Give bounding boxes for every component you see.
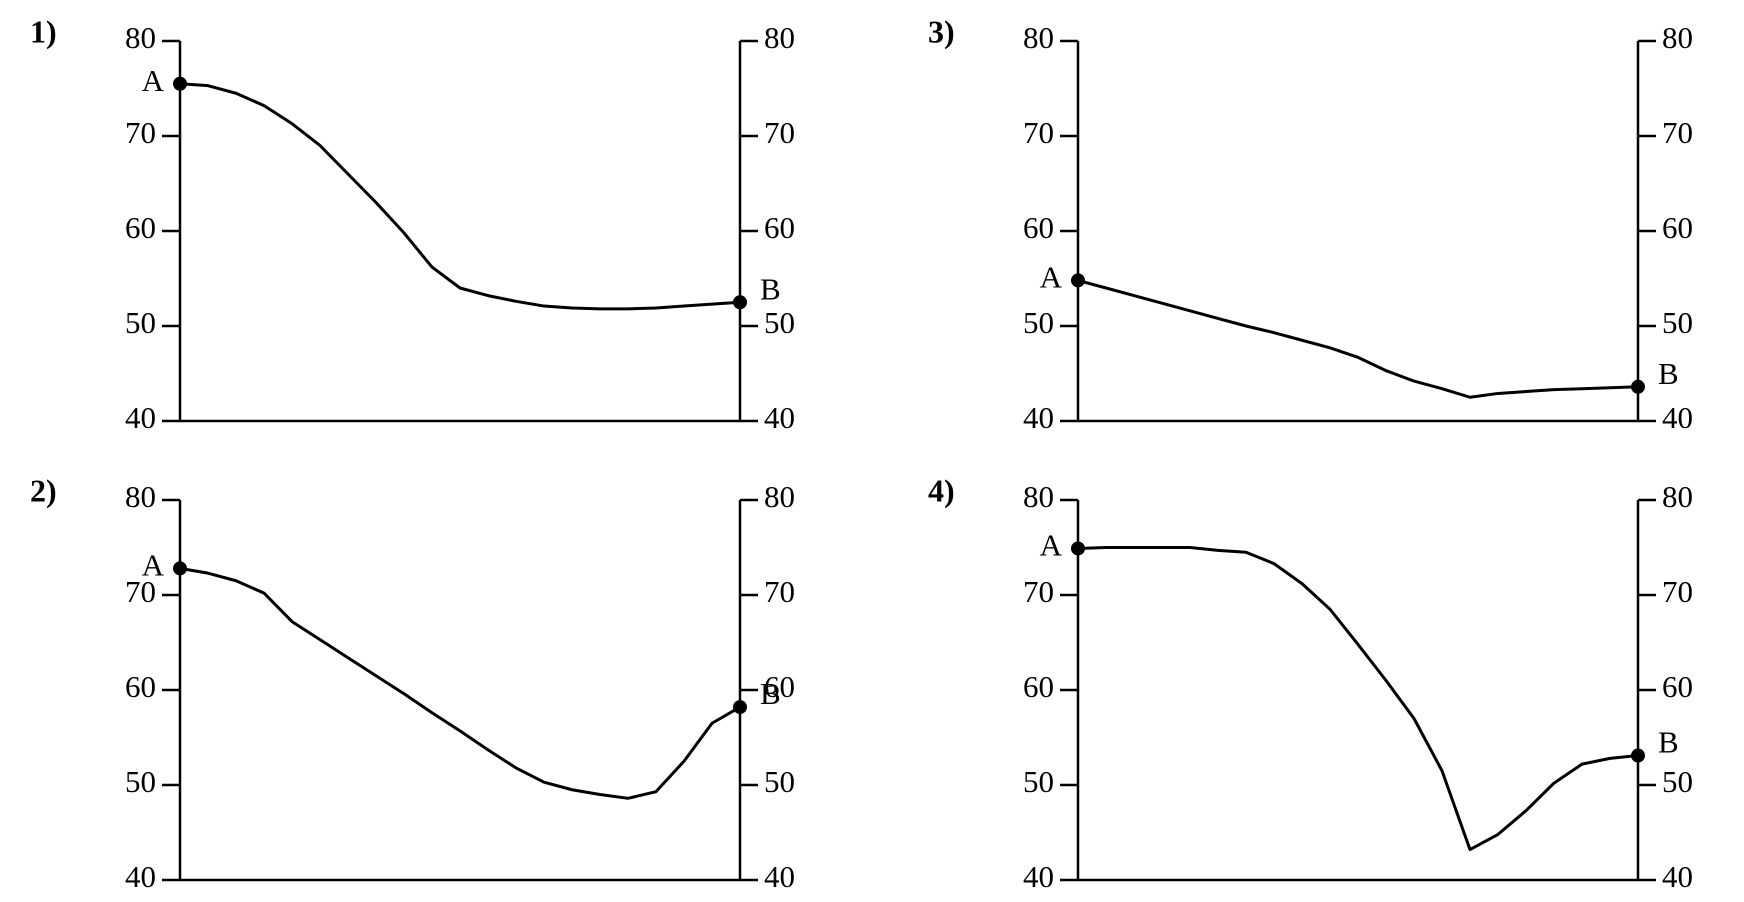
y-tick-label: 80 xyxy=(125,479,156,514)
y-tick-label: 60 xyxy=(125,669,156,704)
point-label: B xyxy=(1658,356,1679,391)
y2-tick-label: 40 xyxy=(764,859,795,894)
point xyxy=(733,295,747,310)
curve xyxy=(179,82,741,311)
y2-tick-label: 50 xyxy=(1662,305,1693,340)
point xyxy=(173,561,187,576)
point xyxy=(1071,541,1085,556)
y2-tick-label: 80 xyxy=(1662,20,1693,55)
y2-tick-label: 40 xyxy=(1662,859,1693,894)
y2-tick-label: 70 xyxy=(764,574,795,609)
y2-tick-label: 80 xyxy=(1662,479,1693,514)
point-label: B xyxy=(760,676,781,711)
y-tick-label: 50 xyxy=(125,764,156,799)
y2-tick-label: 80 xyxy=(764,20,795,55)
y-tick-label: 80 xyxy=(1023,20,1054,55)
y-tick-label: 40 xyxy=(125,400,156,435)
panel-label: 3) xyxy=(928,13,955,49)
point-label: A xyxy=(142,548,165,583)
y-tick-label: 70 xyxy=(1023,574,1054,609)
y-tick-label: 40 xyxy=(1023,859,1054,894)
point xyxy=(733,700,747,715)
point-label: A xyxy=(1040,260,1063,295)
y2-tick-label: 60 xyxy=(1662,669,1693,704)
y-tick-label: 70 xyxy=(1023,115,1054,150)
point xyxy=(173,76,187,91)
point xyxy=(1631,748,1645,763)
y2-tick-label: 60 xyxy=(1662,210,1693,245)
panel-label: 2) xyxy=(30,472,57,508)
y-tick-label: 70 xyxy=(125,115,156,150)
curve xyxy=(1077,278,1639,399)
curve xyxy=(1077,546,1639,852)
y-tick-label: 50 xyxy=(125,305,156,340)
point-label: A xyxy=(1040,528,1063,563)
y-tick-label: 60 xyxy=(1023,669,1054,704)
y2-tick-label: 60 xyxy=(764,669,795,704)
point xyxy=(1631,379,1645,394)
y2-tick-label: 70 xyxy=(764,115,795,150)
point-label: B xyxy=(760,271,781,306)
y2-tick-label: 70 xyxy=(1662,115,1693,150)
y-tick-label: 50 xyxy=(1023,764,1054,799)
y2-tick-label: 50 xyxy=(1662,764,1693,799)
y2-tick-label: 40 xyxy=(1662,400,1693,435)
y-tick-label: 80 xyxy=(125,20,156,55)
y-tick-label: 60 xyxy=(1023,210,1054,245)
y-tick-label: 40 xyxy=(1023,400,1054,435)
y-tick-label: 70 xyxy=(125,574,156,609)
y-tick-label: 60 xyxy=(125,210,156,245)
curve xyxy=(179,566,741,800)
y2-tick-label: 70 xyxy=(1662,574,1693,609)
y2-tick-label: 50 xyxy=(764,764,795,799)
point xyxy=(1071,273,1085,288)
y2-tick-label: 60 xyxy=(764,210,795,245)
point-label: A xyxy=(142,63,165,98)
y2-tick-label: 50 xyxy=(764,305,795,340)
y-tick-label: 40 xyxy=(125,859,156,894)
y-tick-label: 80 xyxy=(1023,479,1054,514)
y2-tick-label: 80 xyxy=(764,479,795,514)
y2-tick-label: 40 xyxy=(764,400,795,435)
point-label: B xyxy=(1658,725,1679,760)
panel-label: 4) xyxy=(928,472,955,508)
y-tick-label: 50 xyxy=(1023,305,1054,340)
panel-label: 1) xyxy=(30,13,57,49)
